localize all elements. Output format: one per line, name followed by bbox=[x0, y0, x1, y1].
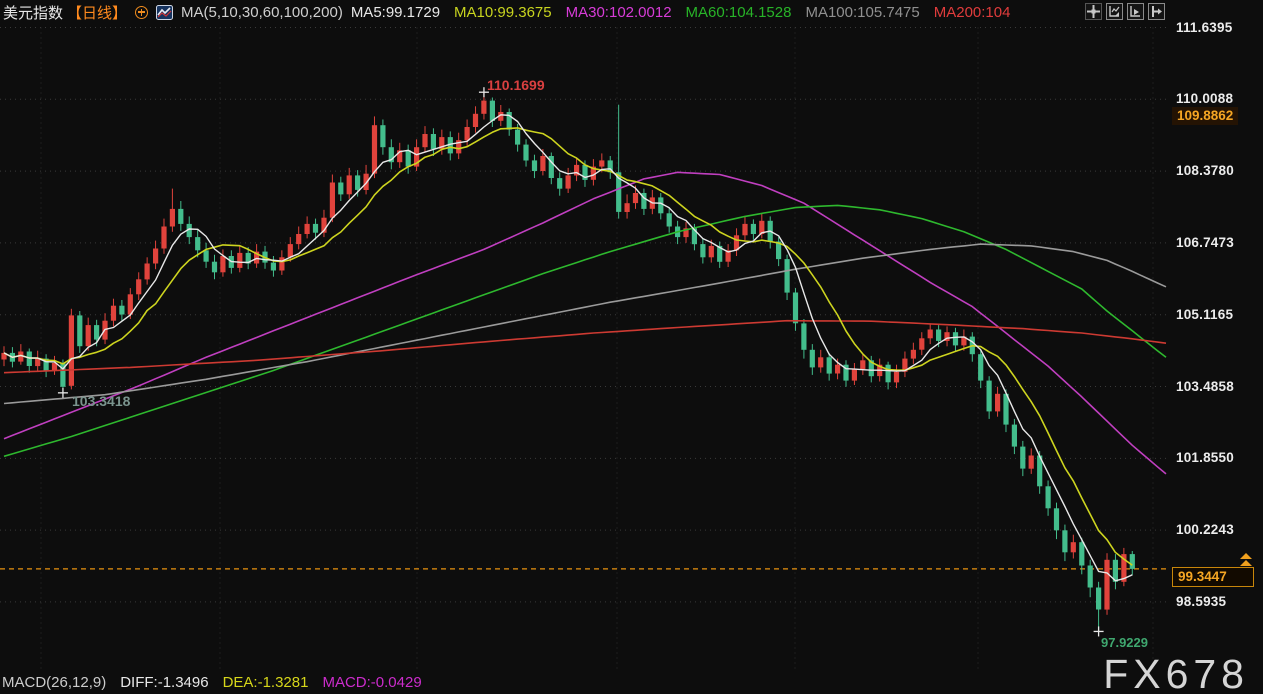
ma-values: MA5:99.1729 MA10:99.3675 MA30:102.0012 MA60… bbox=[351, 4, 1011, 21]
ma-value-label: MA100:105.7475 bbox=[805, 3, 920, 21]
axis-tick-label: 100.2243 bbox=[1176, 522, 1234, 537]
axis-tick-label: 110.0088 bbox=[1176, 91, 1234, 106]
axis-tick-label: 106.7473 bbox=[1176, 235, 1234, 250]
ma-value-label: MA30:102.0012 bbox=[565, 3, 672, 21]
indicator-chart-icon bbox=[1130, 6, 1140, 17]
price-up-arrows-icon bbox=[1238, 552, 1254, 566]
main-chart-icon bbox=[1109, 6, 1120, 17]
crosshair-tool-button[interactable] bbox=[1085, 3, 1102, 20]
ma-value-label: MA200:104 bbox=[933, 3, 1011, 21]
chart-type-icon[interactable] bbox=[156, 4, 174, 20]
upper-price-tag: 109.8862 bbox=[1172, 107, 1239, 125]
main-chart-tool-button[interactable] bbox=[1106, 3, 1123, 20]
macd-header: MACD(26,12,9) DIFF:-1.3496 DEA:-1.3281 M… bbox=[0, 674, 1263, 694]
low-price-annotation-right: 97.9229 bbox=[1101, 635, 1148, 650]
axis-tick-label: 111.6395 bbox=[1176, 20, 1233, 35]
candles-layer bbox=[1, 92, 1135, 632]
macd-params-label: MACD(26,12,9) bbox=[2, 674, 107, 691]
add-indicator-icon[interactable] bbox=[135, 5, 149, 19]
axis-tick-label: 105.1165 bbox=[1176, 307, 1234, 322]
axis-tick-label: 101.8550 bbox=[1176, 450, 1234, 465]
exit-tool-button[interactable] bbox=[1148, 3, 1165, 20]
ma200-line bbox=[3, 319, 1167, 374]
crosshair-icon bbox=[1087, 5, 1100, 18]
current-price-tag: 99.3447 bbox=[1172, 567, 1254, 587]
macd-diff-value: DIFF:-1.3496 bbox=[120, 674, 209, 691]
chart-header: 美元指数 【日线】 MA(5,10,30,60,100,200) MA5:99.1… bbox=[0, 0, 1263, 24]
ma60-line bbox=[3, 204, 1167, 458]
ma30-line bbox=[3, 171, 1167, 475]
macd-dea-value: DEA:-1.3281 bbox=[222, 674, 309, 691]
indicator-tool-button[interactable] bbox=[1127, 3, 1144, 20]
axis-tick-label: 98.5935 bbox=[1176, 594, 1227, 609]
ma5-line bbox=[3, 114, 1133, 582]
axis-tick-label: 108.3780 bbox=[1176, 163, 1234, 178]
exit-icon bbox=[1152, 6, 1162, 17]
ma-value-label: MA5:99.1729 bbox=[350, 3, 441, 21]
ma10-line bbox=[3, 127, 1133, 566]
ma100-line bbox=[3, 243, 1167, 405]
axis-tick-label: 103.4858 bbox=[1176, 379, 1234, 394]
period-label: 【日线】 bbox=[67, 4, 128, 22]
ma-settings-label: MA(5,10,30,60,100,200) bbox=[181, 3, 343, 21]
ma-value-label: MA60:104.1528 bbox=[685, 3, 792, 21]
ma-value-label: MA10:99.3675 bbox=[454, 3, 552, 21]
symbol-title: 美元指数 bbox=[3, 4, 64, 22]
high-price-annotation: 110.1699 bbox=[487, 77, 545, 93]
macd-value: MACD:-0.0429 bbox=[322, 674, 422, 691]
low-price-annotation-left: 103.3418 bbox=[72, 393, 131, 409]
chart-toolbar bbox=[1085, 3, 1165, 20]
fx678-watermark: FX678 bbox=[1103, 651, 1249, 694]
